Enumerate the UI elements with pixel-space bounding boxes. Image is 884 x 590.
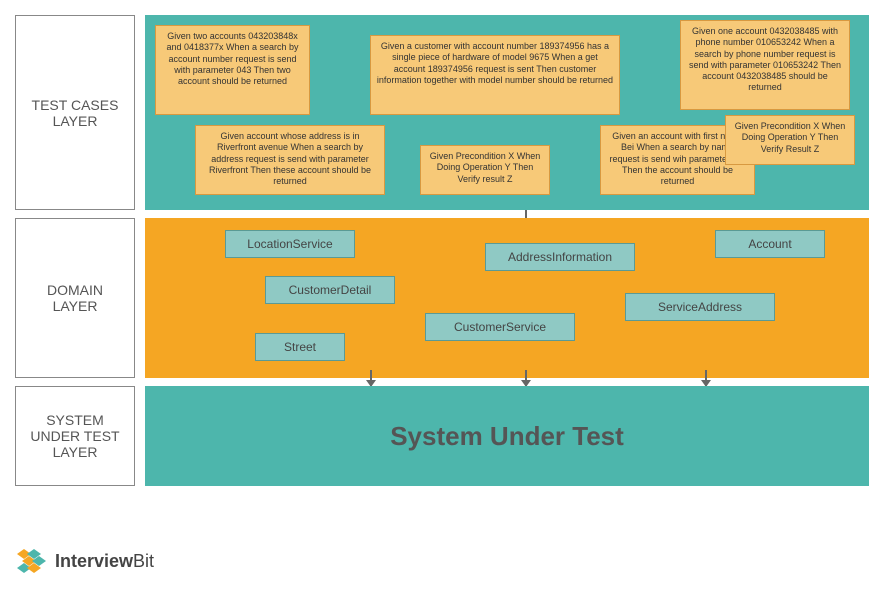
domain-box-customerservice: CustomerService — [425, 313, 575, 341]
test-case-4: Given Precondition X When Doing Operatio… — [420, 145, 550, 195]
arrow-domain-to-sut-1 — [525, 370, 527, 386]
domain-box-street: Street — [255, 333, 345, 361]
sut-title: System Under Test — [145, 386, 869, 486]
domain-label: DOMAIN LAYER — [15, 218, 135, 378]
arrow-domain-to-sut-2 — [705, 370, 707, 386]
test-case-0: Given two accounts 043203848x and 041837… — [155, 25, 310, 115]
test-cases-label: TEST CASES LAYER — [15, 15, 135, 210]
domain-box-addressinformation: AddressInformation — [485, 243, 635, 271]
logo-text: InterviewBit — [55, 551, 154, 572]
sut-label-text: SYSTEM UNDER TEST LAYER — [26, 412, 124, 460]
domain-box-serviceaddress: ServiceAddress — [625, 293, 775, 321]
test-case-6: Given Precondition X When Doing Operatio… — [725, 115, 855, 165]
logo-icon — [15, 547, 49, 575]
interviewbit-logo: InterviewBit — [15, 547, 154, 575]
sut-layer: System Under Test — [145, 386, 869, 486]
test-case-2: Given one account 0432038485 with phone … — [680, 20, 850, 110]
arrow-domain-to-sut-0 — [370, 370, 372, 386]
domain-box-account: Account — [715, 230, 825, 258]
test-cases-label-text: TEST CASES LAYER — [26, 97, 124, 129]
domain-box-locationservice: LocationService — [225, 230, 355, 258]
test-case-3: Given account whose address is in Riverf… — [195, 125, 385, 195]
test-case-1: Given a customer with account number 189… — [370, 35, 620, 115]
domain-layer: LocationService AddressInformation Account… — [145, 218, 869, 378]
test-cases-layer: Given two accounts 043203848x and 041837… — [145, 15, 869, 210]
domain-label-text: DOMAIN LAYER — [26, 282, 124, 314]
sut-label: SYSTEM UNDER TEST LAYER — [15, 386, 135, 486]
domain-box-customerdetail: CustomerDetail — [265, 276, 395, 304]
